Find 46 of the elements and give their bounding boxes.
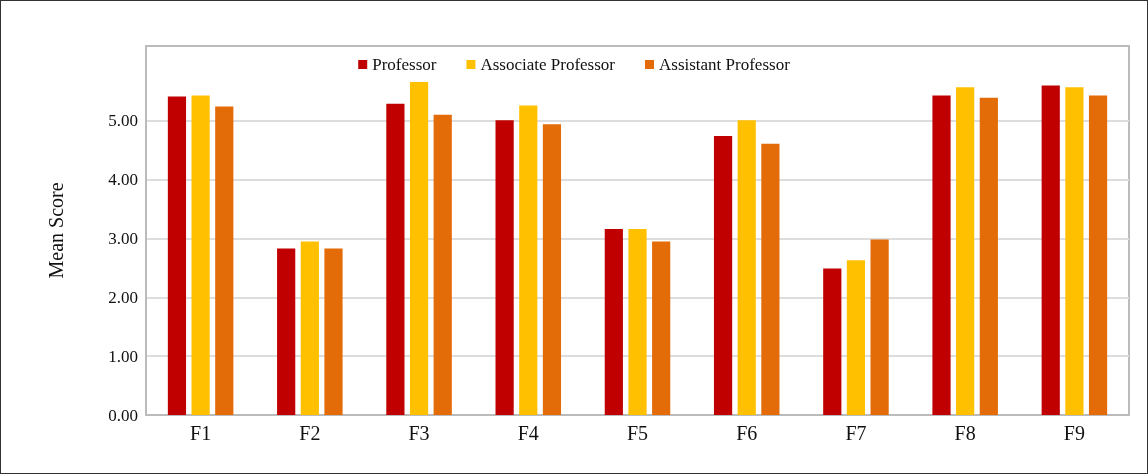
bar xyxy=(604,229,623,415)
bar xyxy=(277,248,296,415)
x-tick-label: F9 xyxy=(1063,422,1085,444)
bar xyxy=(300,241,319,415)
legend-label: Assistant Professor xyxy=(658,55,791,74)
bar xyxy=(713,136,733,415)
bar xyxy=(956,87,975,415)
x-tick-label: F8 xyxy=(954,422,976,444)
x-tick-label: F4 xyxy=(517,422,539,444)
bar xyxy=(628,229,647,415)
legend-label: Professor xyxy=(372,55,437,74)
legend-label: Associate Professor xyxy=(480,55,616,74)
y-tick-label: 5.00 xyxy=(108,111,138,131)
bar xyxy=(191,95,210,415)
y-tick-label: 4.00 xyxy=(108,170,138,190)
bar xyxy=(1041,85,1060,415)
bar xyxy=(932,95,951,415)
x-tick-label: F7 xyxy=(845,422,867,444)
bar xyxy=(979,97,998,415)
x-tick-label: F6 xyxy=(736,422,758,444)
y-tick-label: 3.00 xyxy=(108,228,138,248)
x-tick-label: F1 xyxy=(190,422,212,444)
bar xyxy=(495,120,514,415)
bar xyxy=(519,105,538,415)
bar xyxy=(215,106,234,415)
bar xyxy=(167,96,187,415)
bar xyxy=(409,81,429,415)
bar xyxy=(823,268,842,415)
bar xyxy=(542,124,562,415)
bar xyxy=(1088,95,1108,415)
y-tick-label: 1.00 xyxy=(108,346,138,366)
x-tick-label: F3 xyxy=(408,422,430,444)
bar xyxy=(324,248,343,415)
bar xyxy=(433,114,452,415)
x-tick-label: F5 xyxy=(626,422,649,444)
y-tick-label: 2.00 xyxy=(108,287,138,307)
x-tick-label: F2 xyxy=(299,422,321,444)
bar xyxy=(386,103,405,415)
bar xyxy=(846,260,866,415)
bar xyxy=(652,241,671,415)
y-tick-label: 0.00 xyxy=(108,405,138,425)
bar xyxy=(761,143,780,415)
bar xyxy=(870,239,889,415)
bar xyxy=(1065,87,1084,415)
y-axis-title: Mean Score xyxy=(45,182,67,279)
bar xyxy=(737,120,756,415)
